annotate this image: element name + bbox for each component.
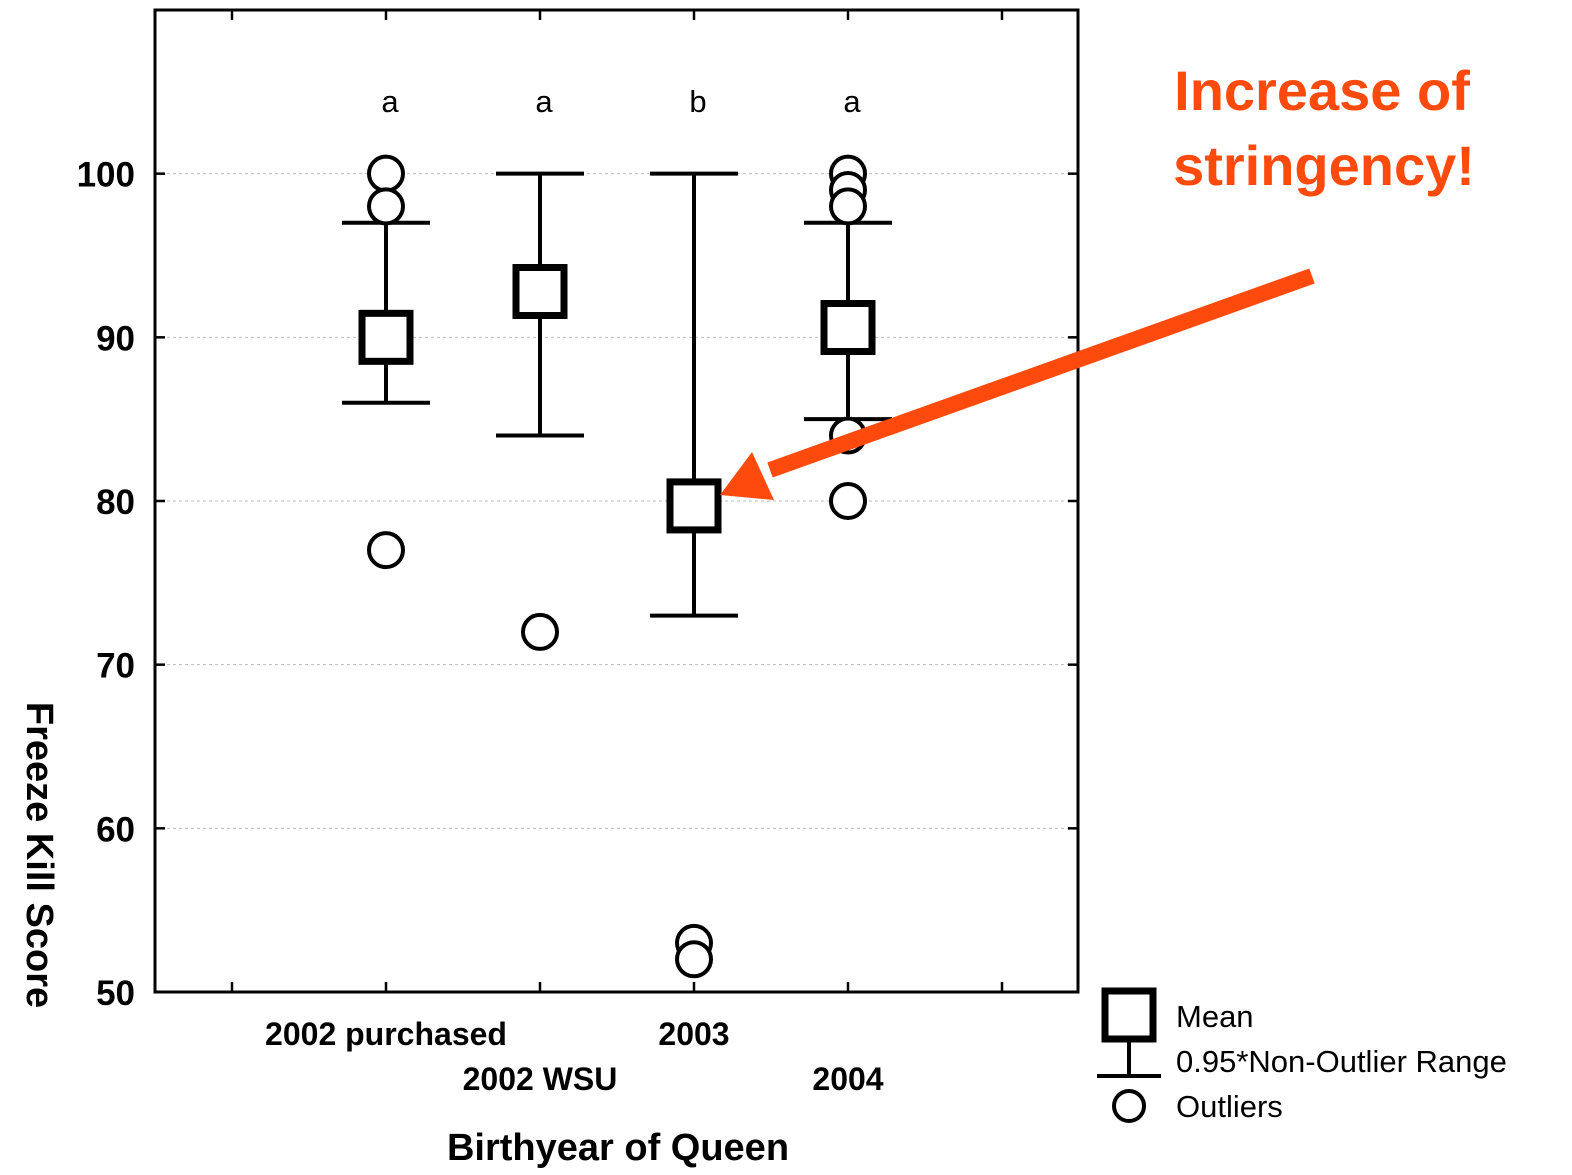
legend-outliers-label: Outliers — [1176, 1089, 1283, 1124]
legend-range-label: 0.95*Non-Outlier Range — [1176, 1044, 1507, 1079]
mean-marker — [820, 300, 876, 356]
mean-marker — [358, 309, 414, 365]
box-group — [342, 154, 430, 570]
legend-outlier-symbol — [1112, 1089, 1146, 1123]
x-category-label: 2002 purchased — [265, 1016, 507, 1052]
group-letter: a — [381, 84, 399, 119]
mean-marker — [666, 478, 722, 534]
outlier-point — [367, 187, 405, 226]
y-tick-label: 50 — [96, 974, 135, 1013]
annotation-line-1: Increase of — [1174, 59, 1470, 122]
annotation-arrow-shaft — [767, 268, 1315, 478]
group-letter: a — [843, 84, 861, 119]
y-tick-label: 60 — [96, 810, 135, 849]
y-tick-label: 90 — [96, 319, 135, 358]
grid-lines — [155, 173, 1078, 829]
y-axis-title: Freeze Kill Score — [18, 702, 60, 1008]
outlier-point — [521, 612, 559, 651]
outlier-point — [829, 187, 867, 226]
axis-labels: 50 60 70 80 90 100 a 2002 purchased a 2002 WSU b 20… — [18, 84, 884, 1169]
x-axis-title: Birthyear of Queen — [447, 1127, 789, 1169]
plot-area — [153, 8, 1080, 994]
box-group — [496, 171, 584, 651]
annotation: Increase of stringency! — [720, 59, 1475, 500]
x-category-label: 2003 — [658, 1016, 729, 1052]
legend: Mean 0.95*Non-Outlier Range Outliers — [1097, 987, 1507, 1124]
x-category-label: 2004 — [812, 1061, 883, 1097]
legend-mean-label: Mean — [1176, 999, 1254, 1034]
outlier-point — [367, 531, 405, 570]
box-marks — [342, 154, 892, 979]
box-group — [804, 154, 892, 520]
outlier-point — [367, 154, 405, 193]
box-group — [650, 171, 738, 979]
legend-mean-symbol — [1101, 987, 1157, 1043]
x-category-label: 2002 WSU — [463, 1061, 618, 1097]
mean-marker — [512, 264, 568, 320]
y-tick-label: 100 — [77, 156, 135, 195]
y-tick-label: 70 — [96, 647, 135, 686]
outlier-point — [829, 482, 867, 520]
annotation-arrow-head — [720, 452, 774, 500]
outlier-point — [675, 940, 713, 979]
annotation-line-2: stringency! — [1173, 134, 1475, 197]
group-letter: b — [689, 84, 706, 119]
y-tick-label: 80 — [96, 483, 135, 522]
group-letter: a — [535, 84, 553, 119]
